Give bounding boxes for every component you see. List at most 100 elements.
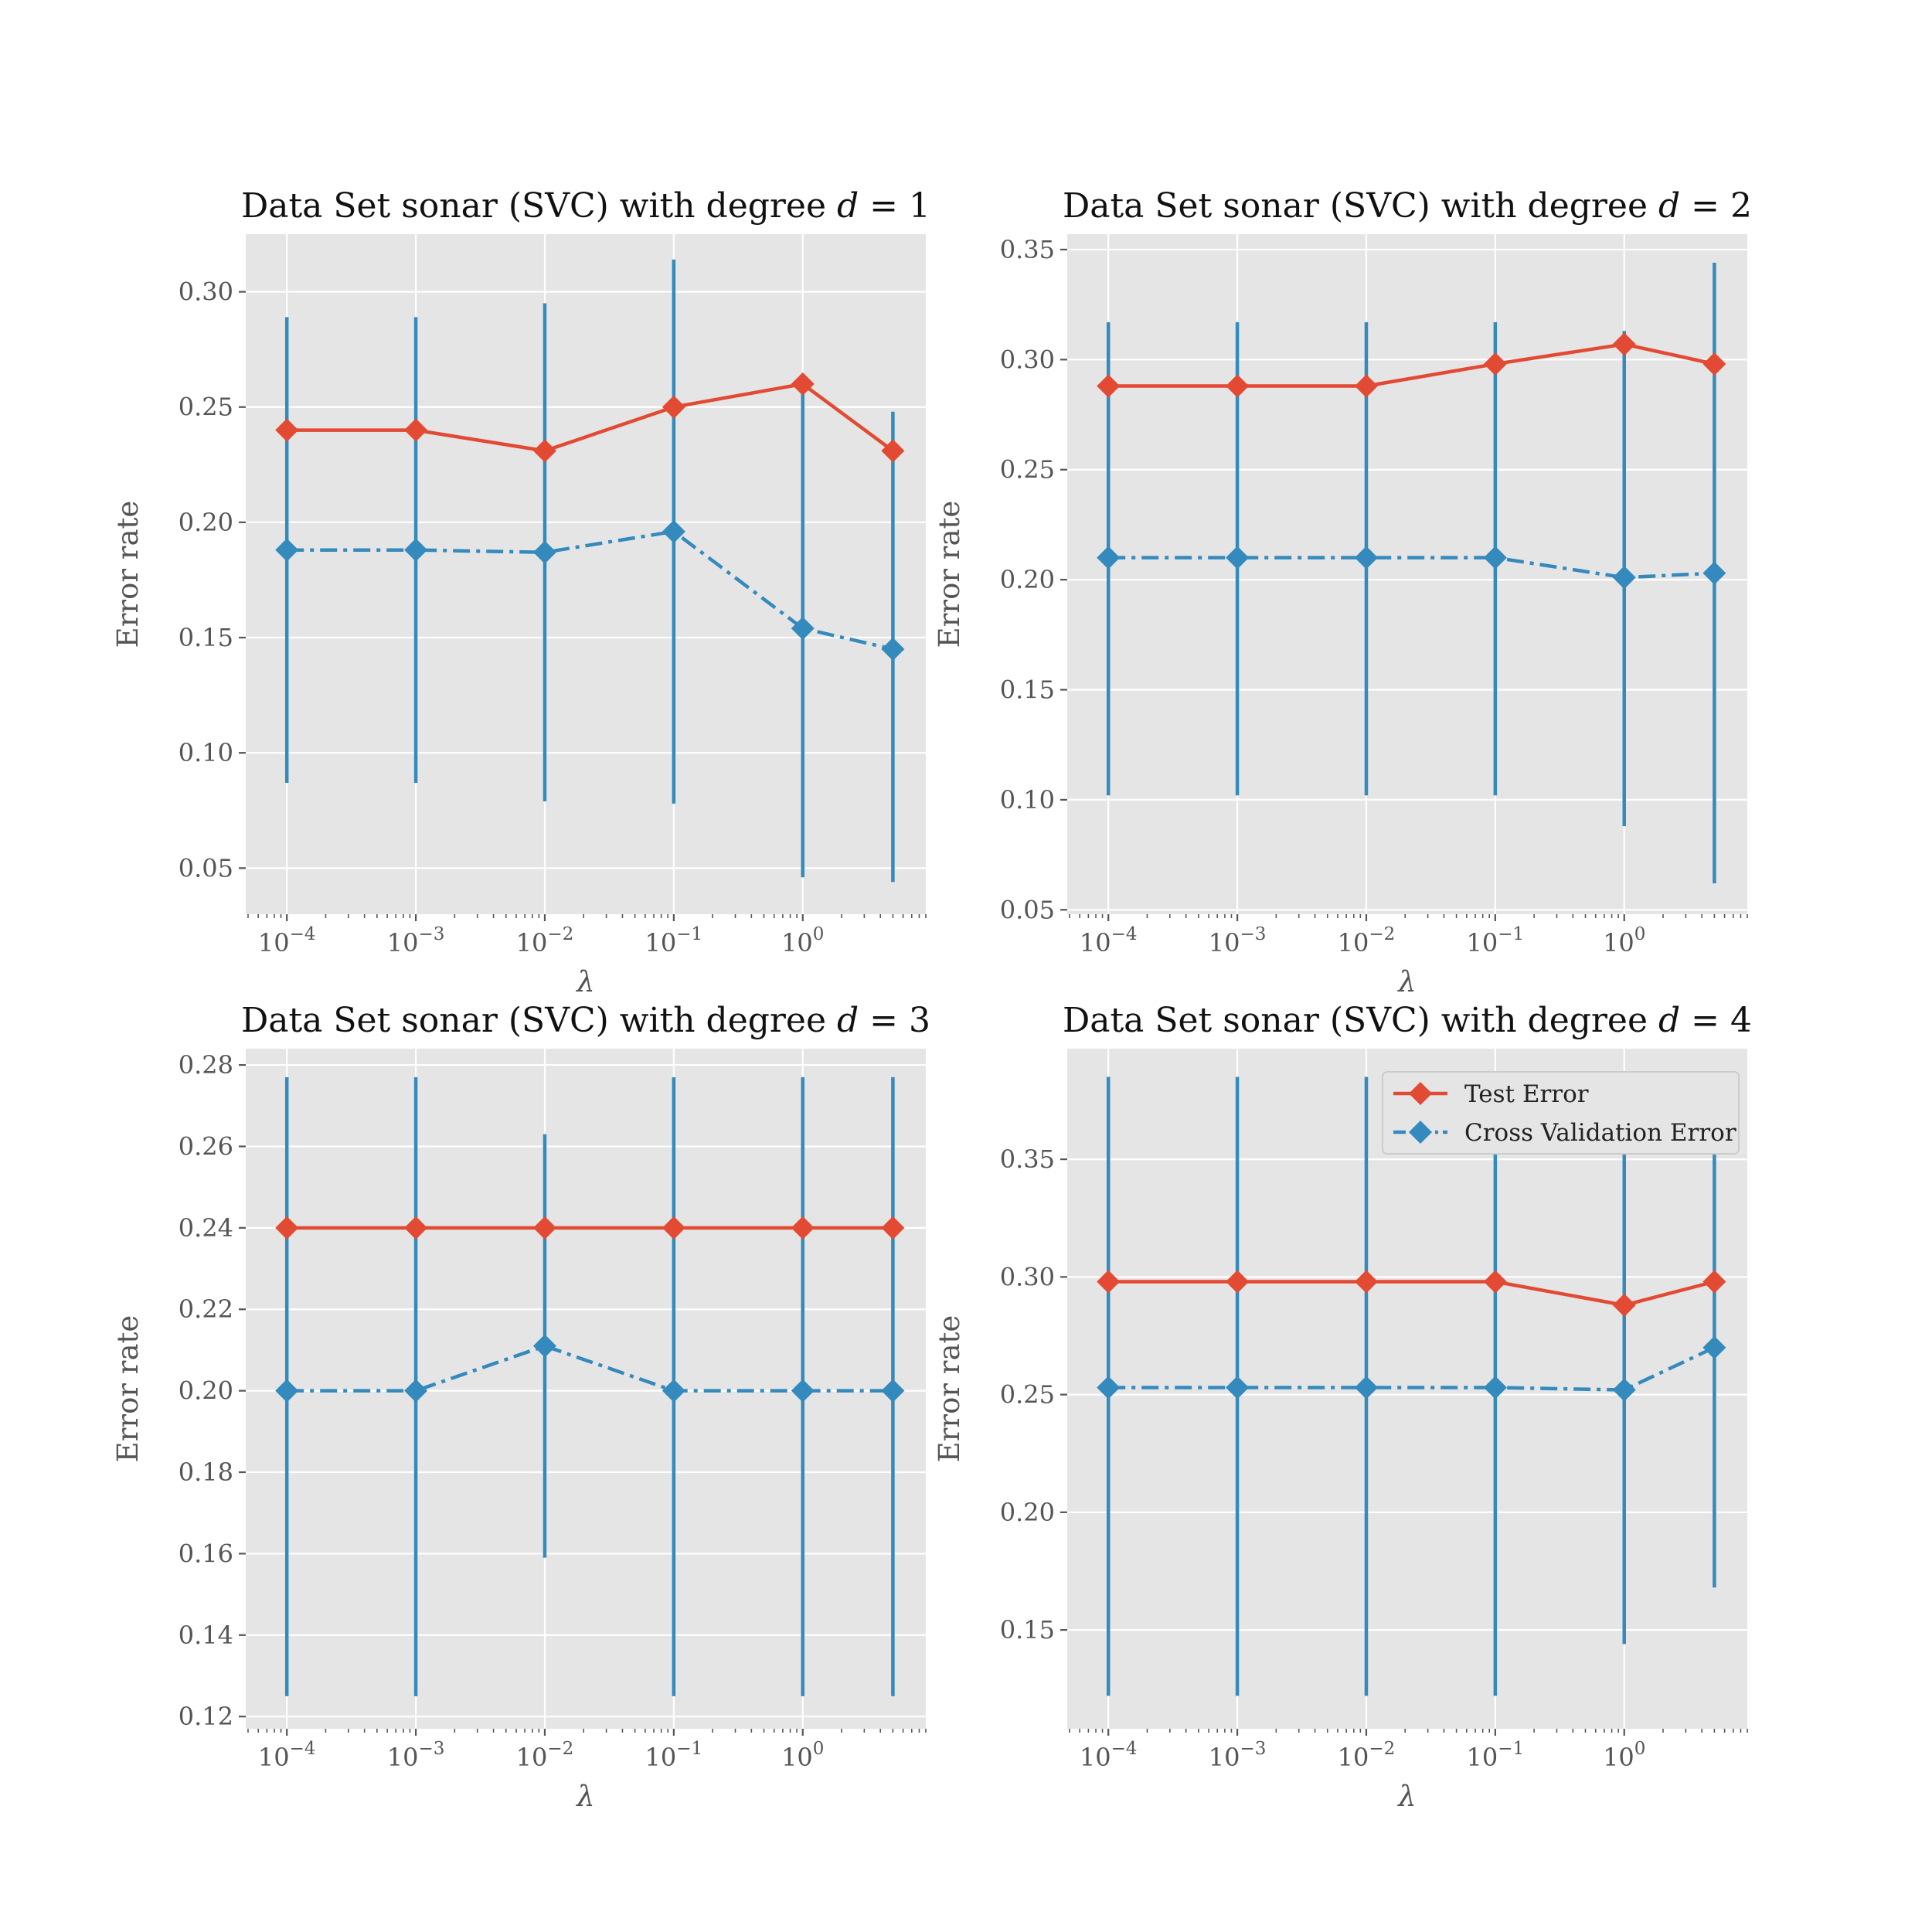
y-tick-label: 0.18 [179, 1458, 233, 1487]
y-tick-label: 0.35 [1000, 235, 1055, 264]
y-tick-label: 0.25 [179, 393, 233, 422]
test-error-point [1226, 1270, 1250, 1294]
subplot-4: 0.15 0.20 0.25 0.30 0.35 10−4 10−3 10−2 10−1 100 D… [933, 1001, 1752, 1813]
test-error-point [662, 395, 685, 419]
plot-background [246, 1049, 926, 1729]
cv-error-point [662, 519, 685, 543]
cv-error-point [275, 1379, 299, 1403]
y-tick-label: 0.20 [179, 508, 233, 537]
y-tick-label: 0.24 [179, 1213, 233, 1243]
y-tick-label: 0.10 [179, 738, 233, 767]
y-axis-label: Error rate [933, 1315, 966, 1463]
cv-error-point [791, 1379, 815, 1403]
test-error-line [1108, 342, 1715, 388]
x-tick-label: 10−3 [387, 1739, 445, 1772]
test-error-point [532, 439, 556, 463]
x-tick-label: 10−4 [1080, 1739, 1138, 1772]
x-tick-label: 10−2 [516, 924, 574, 957]
cv-error-point [881, 637, 905, 661]
test-error-point [275, 418, 299, 442]
cv-error-point [881, 1379, 905, 1403]
plot-background [246, 234, 926, 914]
x-tick-label: 10−4 [1080, 924, 1138, 957]
x-tick-label: 10−1 [645, 1739, 703, 1772]
cv-error-point [1354, 546, 1378, 570]
y-axis-label: Error rate [111, 501, 145, 648]
legend-marker [1409, 1121, 1432, 1144]
x-axis-label: λ [575, 965, 594, 998]
subplot-title: Data Set sonar (SVC) with degree d = 3 [241, 1001, 930, 1040]
y-tick-label: 0.28 [179, 1050, 233, 1080]
y-tick-label: 0.05 [179, 853, 233, 883]
y-axis-label: Error rate [111, 1315, 145, 1463]
x-tick-label: 10−1 [645, 924, 703, 957]
cv-error-point [1483, 546, 1507, 570]
x-axis-label: λ [1396, 965, 1416, 998]
test-error-point [532, 1216, 556, 1240]
cv-error-point [532, 540, 556, 564]
y-tick-label: 0.15 [1000, 675, 1055, 705]
subplot-title: Data Set sonar (SVC) with degree d = 2 [1063, 186, 1752, 226]
test-error-point [1702, 352, 1726, 376]
y-tick-label: 0.20 [1000, 1498, 1055, 1527]
y-tick-label: 0.22 [179, 1294, 233, 1324]
test-error-line [287, 382, 894, 453]
cv-error-point [532, 1334, 556, 1358]
test-error-point [1483, 1270, 1507, 1294]
y-tick-label: 0.12 [179, 1702, 233, 1731]
cv-error-line [287, 529, 893, 651]
y-tick-label: 0.10 [1000, 785, 1055, 815]
y-tick-label: 0.15 [1000, 1615, 1055, 1645]
legend-label: Test Error [1464, 1080, 1589, 1108]
x-tick-label: 10−3 [1209, 1739, 1267, 1772]
cv-error-line [1108, 556, 1715, 580]
test-error-point [1612, 332, 1636, 356]
test-error-point [404, 418, 428, 442]
subplot-2: 0.05 0.10 0.15 0.20 0.25 0.30 0.35 10−4 10−3 10−2… [933, 186, 1752, 998]
cv-error-point [662, 1379, 685, 1403]
x-tick-label: 10−4 [258, 924, 316, 957]
x-tick-label: 10−3 [1209, 924, 1267, 957]
test-error-point [1354, 374, 1378, 398]
x-tick-label: 100 [1603, 924, 1645, 957]
x-tick-label: 10−2 [1338, 1739, 1396, 1772]
legend: Test Error Cross Validation Error [1382, 1071, 1740, 1155]
test-error-point [791, 1216, 815, 1240]
cv-error-point [404, 538, 428, 562]
cv-error-point [1612, 1378, 1636, 1402]
test-error-point [881, 439, 905, 463]
y-tick-label: 0.15 [179, 623, 233, 652]
x-tick-label: 100 [781, 924, 824, 957]
y-tick-label: 0.30 [1000, 345, 1055, 374]
y-tick-label: 0.35 [1000, 1145, 1055, 1174]
cv-error-point [1226, 1376, 1250, 1400]
y-tick-label: 0.20 [179, 1376, 233, 1406]
x-tick-label: 10−2 [1338, 924, 1396, 957]
test-error-point [881, 1216, 905, 1240]
cv-error-point [1483, 1376, 1507, 1400]
cv-error-point [1702, 561, 1726, 585]
test-error-point [1483, 352, 1507, 376]
y-axis-label: Error rate [933, 501, 966, 648]
x-tick-label: 10−4 [258, 1739, 316, 1772]
test-error-line [1108, 1280, 1715, 1308]
test-error-point [404, 1216, 428, 1240]
y-tick-label: 0.05 [1000, 895, 1055, 924]
cv-error-point [1354, 1376, 1378, 1400]
y-tick-label: 0.30 [179, 277, 233, 307]
y-tick-label: 0.25 [1000, 1380, 1055, 1410]
test-error-point [1226, 374, 1250, 398]
x-tick-label: 10−1 [1467, 1739, 1525, 1772]
cv-error-point [1097, 546, 1121, 570]
legend-label: Cross Validation Error [1464, 1119, 1736, 1147]
cv-error-point [1226, 546, 1250, 570]
y-tick-label: 0.26 [179, 1131, 233, 1161]
y-tick-label: 0.20 [1000, 565, 1055, 594]
cv-error-point [791, 617, 815, 641]
test-error-point [1097, 374, 1121, 398]
y-tick-label: 0.14 [179, 1621, 233, 1650]
x-tick-label: 10−3 [387, 924, 445, 957]
subplot-title: Data Set sonar (SVC) with degree d = 4 [1063, 1001, 1752, 1040]
plot-background [1067, 234, 1747, 914]
